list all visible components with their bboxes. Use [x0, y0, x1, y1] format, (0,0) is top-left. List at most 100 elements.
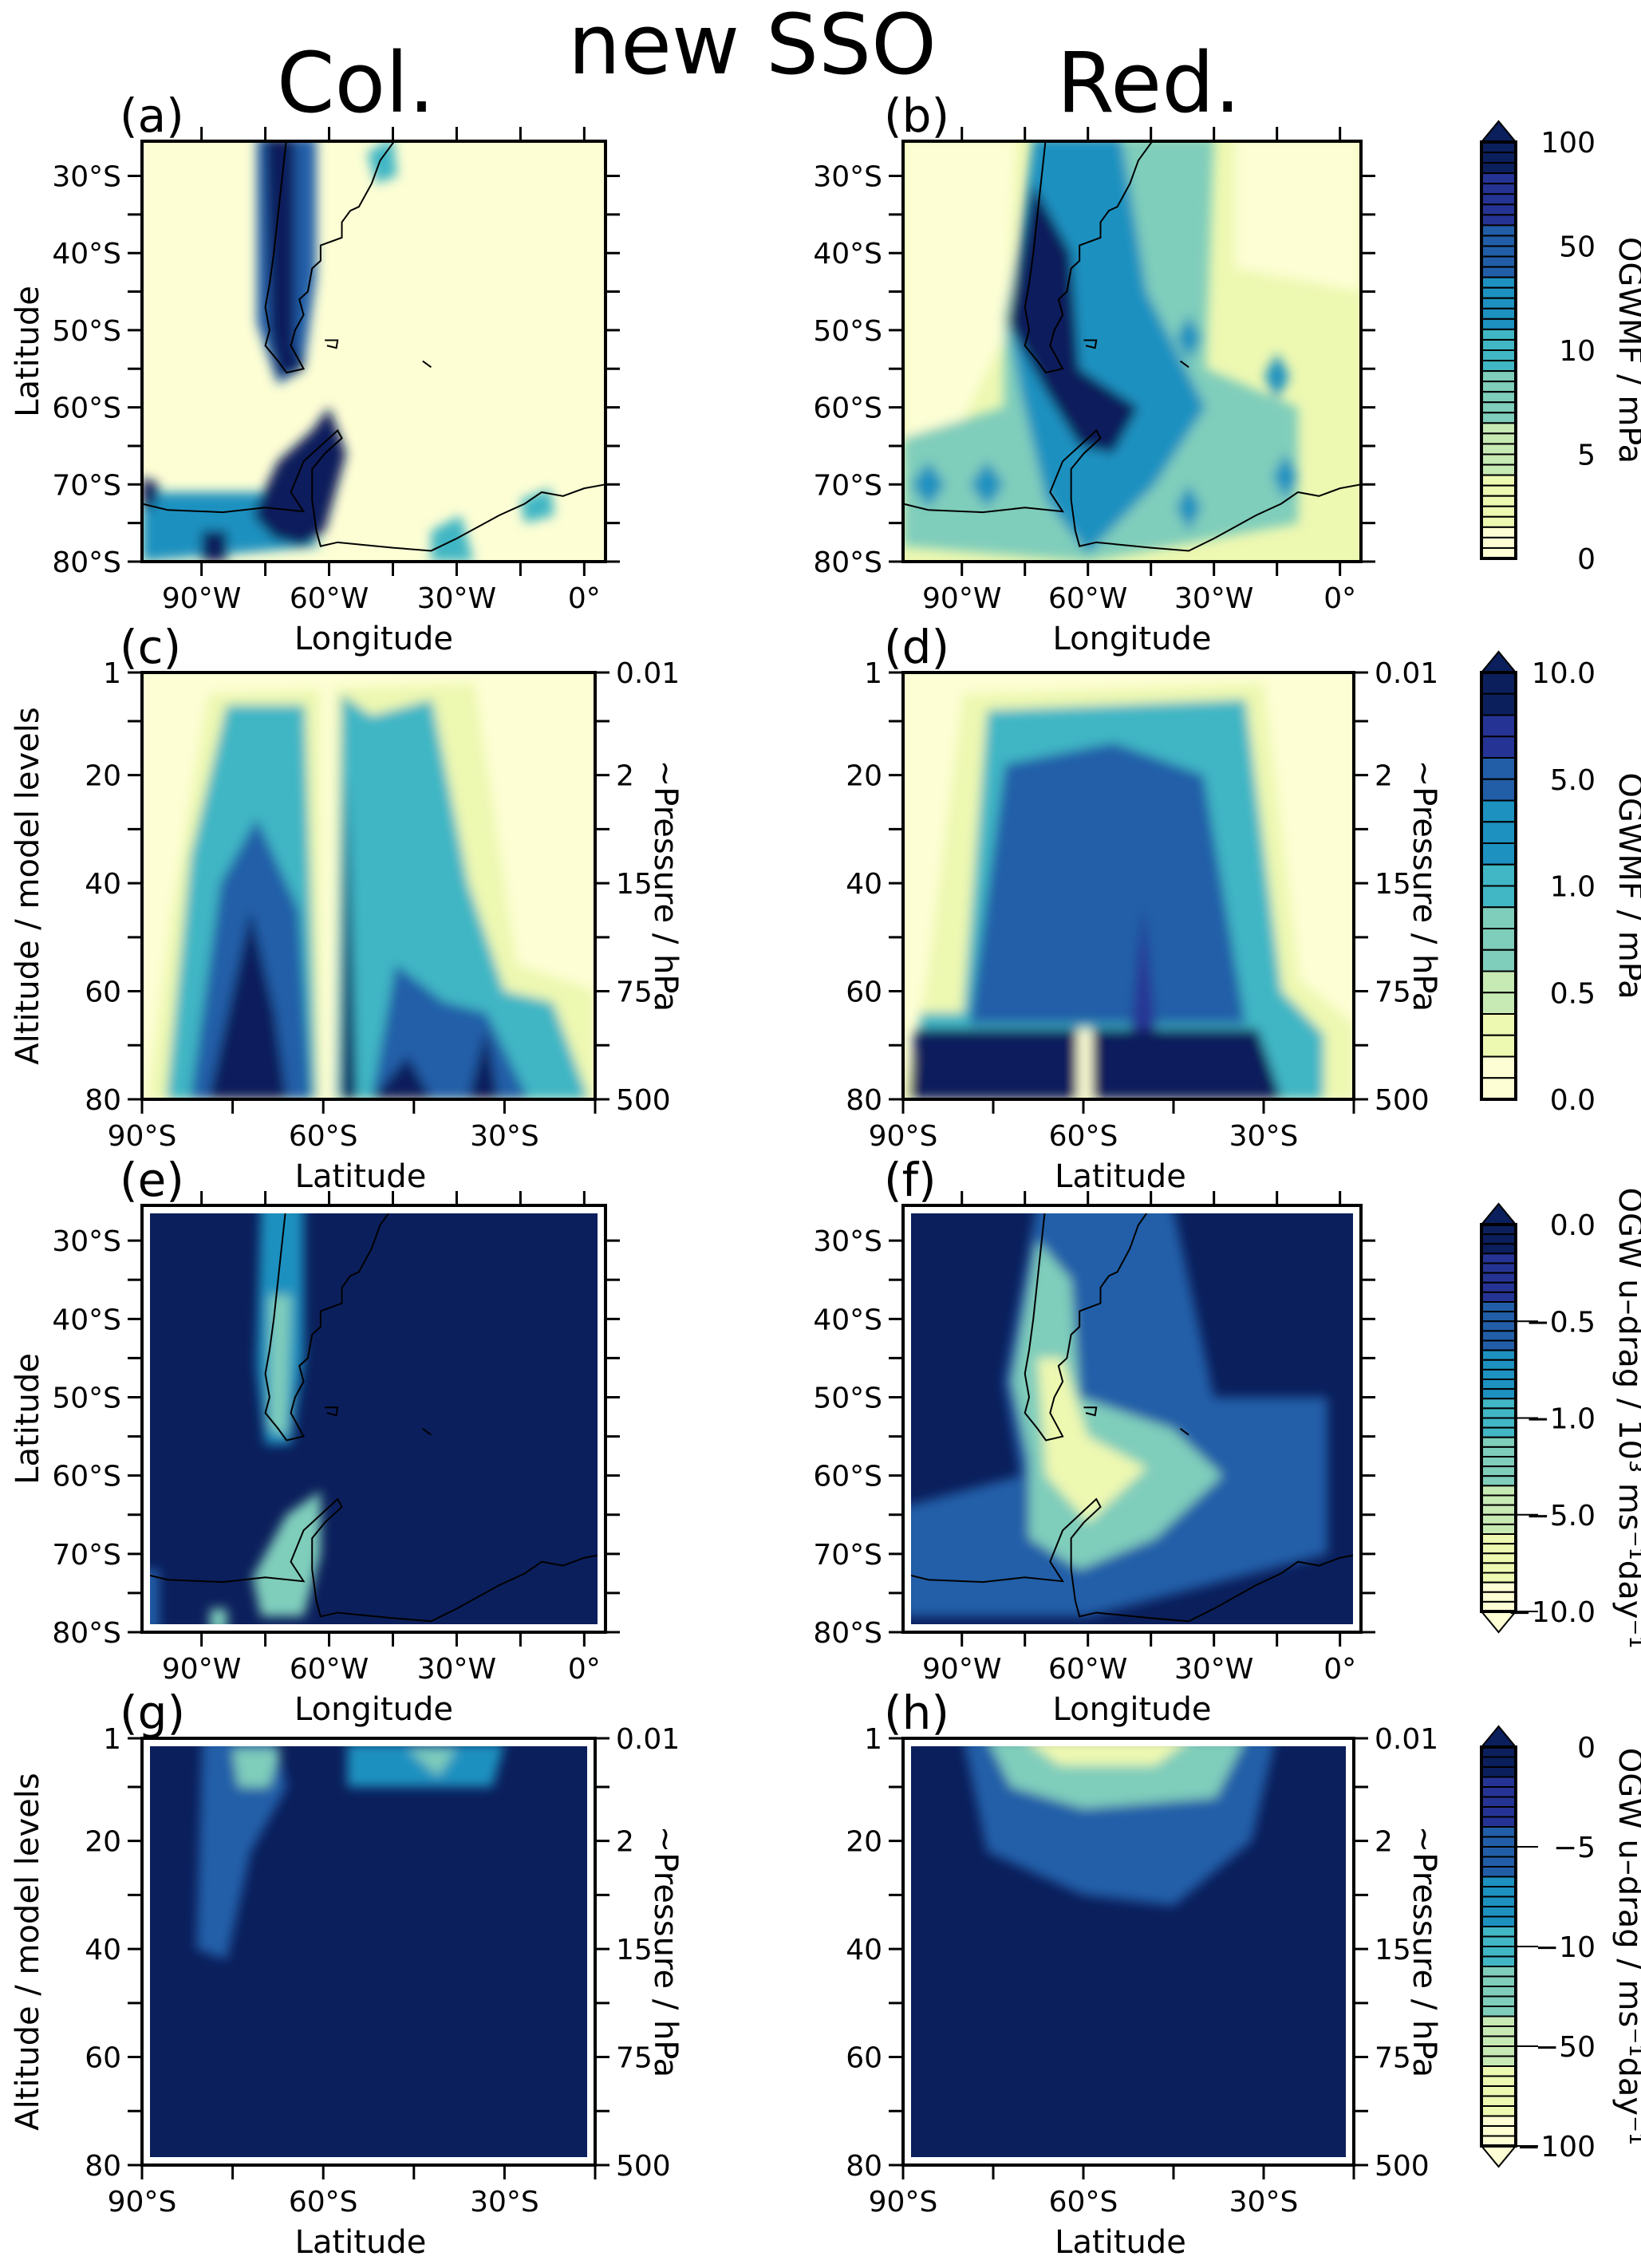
- colorbar-segment: [1481, 1339, 1517, 1351]
- colorbar-segment: [1481, 1272, 1517, 1284]
- contour-field: [150, 1213, 598, 1624]
- colorbar-segment: [1481, 1966, 1517, 1978]
- y-tick-label: 30°S: [52, 161, 121, 194]
- colorbar-segment: [1481, 1562, 1517, 1574]
- colorbar-segment: [1481, 1262, 1517, 1274]
- panel-label: (e): [120, 1153, 184, 1207]
- panel-g: 90°S 60°S 30°S 1 20 40 60 80 0.01 2 15 75 500 Latitud…: [10, 1686, 684, 2261]
- y2-tick-label: 500: [1375, 1084, 1430, 1117]
- colorbar-segment: [1481, 401, 1517, 414]
- colorbar-segment: [1481, 338, 1517, 352]
- colorbar-segment: [1481, 526, 1517, 538]
- y-tick-label: 60°S: [52, 1461, 121, 1493]
- contour-field: [144, 143, 604, 560]
- colorbar-title: OGWMF / mPa: [1611, 237, 1641, 463]
- x-tick-label: 90°W: [162, 1653, 241, 1686]
- colorbar-segment: [1481, 863, 1517, 887]
- contour-field: [905, 143, 1359, 560]
- y2-tick-label: 15: [1375, 1934, 1411, 1966]
- colorbar-segment: [1481, 1866, 1517, 1878]
- colorbar-segment: [1481, 1926, 1517, 1938]
- colorbar-segment: [1481, 1886, 1517, 1898]
- panel-c: 90°S 60°S 30°S 1 20 40 60 80 0.01 2 15 75 500 Latitud…: [10, 620, 684, 1195]
- x-tick-label: 90°W: [922, 1653, 1001, 1686]
- colorbar-tick-label: 50: [1559, 231, 1596, 264]
- y-tick-label: 30°S: [813, 1225, 882, 1258]
- y-tick-label: 1: [103, 657, 121, 690]
- y-tick-label: 60°S: [813, 392, 882, 425]
- colorbar-segment: [1481, 799, 1517, 823]
- colorbar-tick-label: 1.0: [1550, 871, 1596, 904]
- colorbar-segment: [1481, 1494, 1517, 1506]
- colorbar-segment: [1481, 162, 1517, 175]
- colorbar-segment: [1481, 381, 1517, 393]
- colorbar-segment: [1481, 2095, 1517, 2107]
- colorbar-tick-label: 100: [1540, 127, 1596, 160]
- colorbar-segment: [1481, 391, 1517, 404]
- colorbar-tick-label: −5.0: [1526, 1500, 1596, 1532]
- y-tick-label: 80: [85, 2150, 121, 2183]
- x-tick-label: 60°W: [1048, 1653, 1127, 1686]
- colorbar-segment: [1481, 1523, 1517, 1535]
- colorbar-segment: [1481, 1826, 1517, 1838]
- colorbar-title: OGW u–drag / ms⁻¹day⁻¹: [1611, 1748, 1641, 2145]
- y-tick-label: 1: [864, 657, 882, 690]
- y2-axis-title: ~Pressure / hPa: [1406, 1826, 1442, 2077]
- colorbar-segment: [1481, 928, 1517, 951]
- colorbar-segment: [1481, 2015, 1517, 2027]
- y-axis-title: Latitude: [10, 1353, 46, 1485]
- colorbar-segment: [1481, 2115, 1517, 2127]
- contour-region: [341, 775, 357, 1098]
- contour-region: [968, 743, 1246, 1024]
- colorbar-segment: [1481, 453, 1517, 466]
- y-tick-label: 80: [85, 1084, 121, 1117]
- contour-region: [252, 1491, 321, 1617]
- colorbar-segment: [1481, 1836, 1517, 1848]
- y-tick-label: 80°S: [52, 1617, 121, 1650]
- y-tick-label: 40: [85, 1934, 121, 1966]
- colorbar-segment: [1481, 515, 1517, 528]
- x-tick-label: 0°: [1323, 1653, 1356, 1686]
- colorbar-segment: [1481, 757, 1517, 780]
- y-tick-label: 50°S: [813, 1382, 882, 1415]
- panel-h: 90°S 60°S 30°S 1 20 40 60 80 0.01 2 15 75 500 Latitud…: [846, 1686, 1442, 2261]
- colorbar-tick-label: −50: [1535, 2031, 1596, 2064]
- contour-region: [431, 515, 474, 560]
- colorbar-segment: [1481, 152, 1517, 164]
- colorbar-segment: [1481, 1398, 1517, 1410]
- colorbar-segment: [1481, 2105, 1517, 2117]
- y-tick-label: 80: [846, 1084, 882, 1117]
- contour-region: [150, 1569, 160, 1624]
- x-tick-label: 30°W: [1174, 1653, 1253, 1686]
- colorbar-tick-label: 10.0: [1532, 657, 1596, 690]
- colorbar-segment: [1481, 1301, 1517, 1313]
- y2-axis-title: ~Pressure / hPa: [1406, 760, 1442, 1012]
- colorbar-segment: [1481, 360, 1517, 373]
- x-axis-title: Longitude: [1053, 1691, 1212, 1728]
- y-tick-label: 80: [846, 2150, 882, 2183]
- colorbar-segment: [1481, 1446, 1517, 1457]
- y2-tick-label: 0.01: [616, 657, 680, 690]
- colorbar-segment: [1481, 172, 1517, 185]
- contour-region: [1176, 314, 1201, 361]
- y-tick-label: 50°S: [52, 1382, 121, 1415]
- y-tick-label: 1: [103, 1723, 121, 1756]
- y2-tick-label: 500: [1375, 2150, 1430, 2183]
- contour-region: [1131, 905, 1156, 1029]
- colorbar-segment: [1481, 193, 1517, 206]
- x-tick-label: 30°S: [1229, 2186, 1299, 2219]
- colorbar-segment: [1481, 1034, 1517, 1058]
- panel-f: 90°W 60°W 30°W 0° 30°S 40°S 50°S 60°S 70°S 80°S Lo…: [813, 1153, 1375, 1728]
- colorbar-segment: [1481, 1379, 1517, 1390]
- contour-region: [320, 688, 336, 1098]
- coastline: [150, 1497, 598, 1623]
- y2-tick-label: 0.01: [1375, 657, 1438, 690]
- colorbar-segment: [1481, 1543, 1517, 1555]
- colorbar-segment: [1481, 495, 1517, 507]
- colorbar-2: 10.0 5.0 1.0 0.5 0.0 OGWMF / mPa: [1479, 650, 1641, 1117]
- colorbar-segment: [1481, 349, 1517, 362]
- colorbar-segment: [1481, 992, 1517, 1015]
- coastline: [325, 1406, 339, 1417]
